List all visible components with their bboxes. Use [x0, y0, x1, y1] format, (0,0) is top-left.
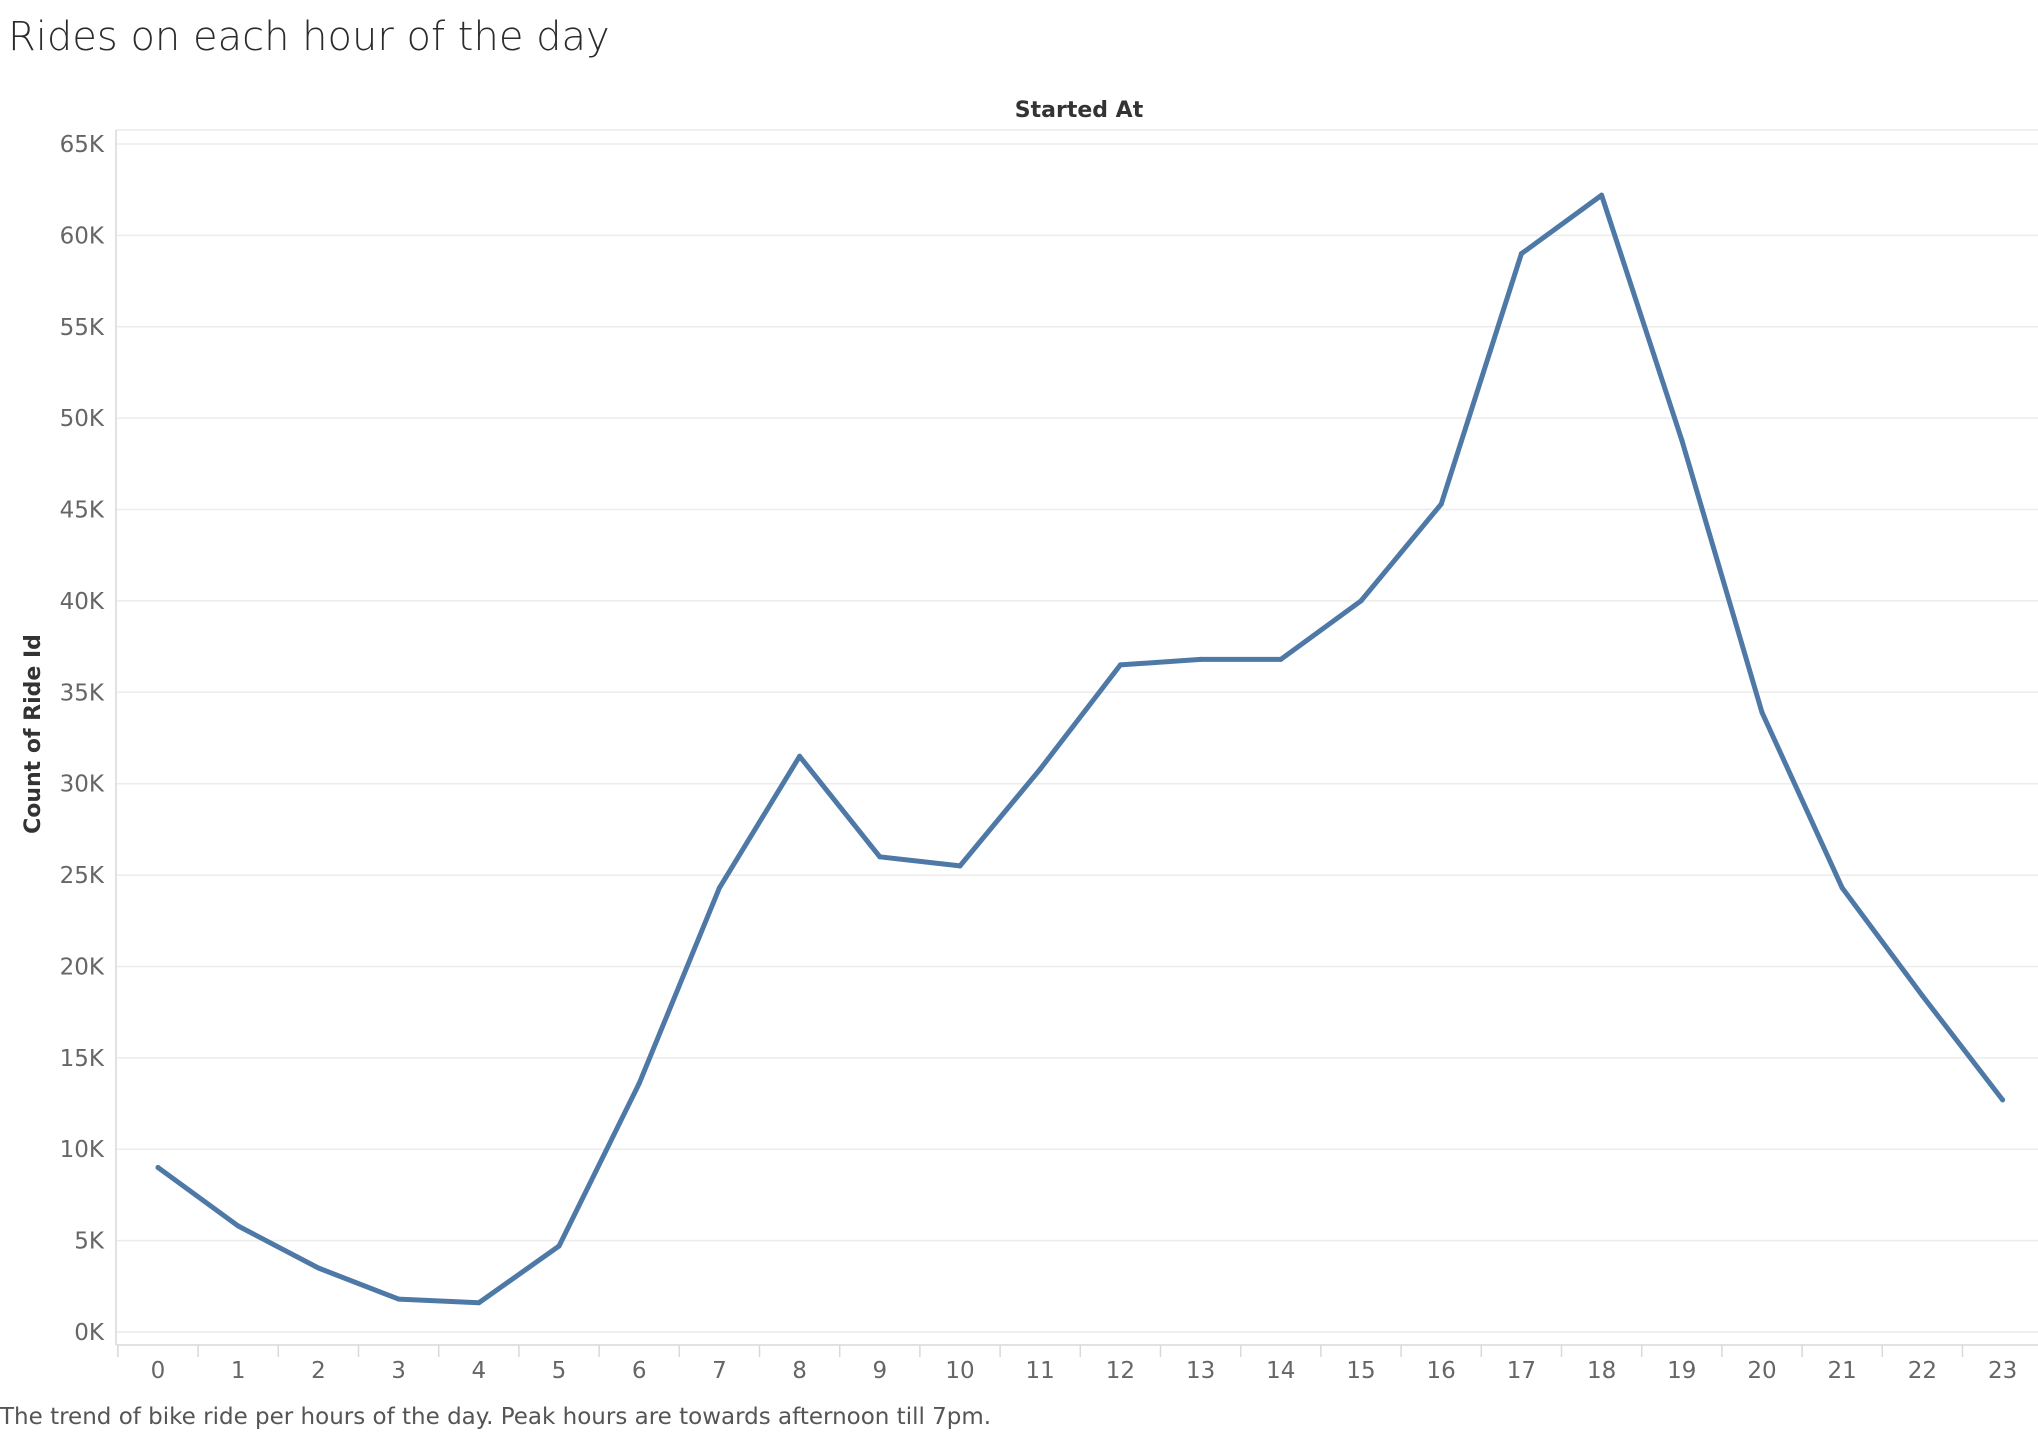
y-tick-label: 35K: [60, 680, 105, 706]
x-tick-label: 2: [311, 1358, 326, 1384]
data-point: [235, 1223, 241, 1229]
x-tick-label: 10: [945, 1358, 974, 1384]
x-tick-label: 21: [1828, 1358, 1857, 1384]
x-tick-label: 23: [1988, 1358, 2017, 1384]
data-point: [476, 1300, 482, 1306]
x-tick-label: 6: [632, 1358, 647, 1384]
data-point: [877, 854, 883, 860]
axes: [115, 129, 2038, 1357]
data-point: [797, 753, 803, 759]
x-tick-label: 18: [1587, 1358, 1616, 1384]
data-point: [1198, 656, 1204, 662]
x-tick-label: 5: [552, 1358, 567, 1384]
y-tick-label: 45K: [60, 498, 105, 524]
grid-lines: [116, 143, 2038, 1333]
data-point: [1839, 885, 1845, 891]
x-tick-label: 19: [1667, 1358, 1696, 1384]
x-tick-label: 3: [391, 1358, 406, 1384]
y-axis-title: Count of Ride Id: [21, 634, 46, 834]
chart-caption: The trend of bike ride per hours of the …: [0, 1404, 992, 1430]
data-point: [556, 1243, 562, 1249]
y-tick-label: 30K: [60, 772, 105, 798]
data-point: [636, 1080, 642, 1086]
data-point: [1759, 709, 1765, 715]
y-tick-label: 40K: [60, 589, 105, 615]
y-tick-label: 0K: [74, 1320, 105, 1346]
data-point: [1438, 501, 1444, 507]
x-tick-label: 14: [1266, 1358, 1295, 1384]
data-point: [2000, 1097, 2006, 1103]
y-tick-label: 55K: [60, 315, 105, 341]
x-tick-label: 16: [1427, 1358, 1456, 1384]
data-point: [155, 1165, 161, 1171]
y-tick-label: 25K: [60, 863, 105, 889]
x-tick-label: 1: [231, 1358, 246, 1384]
data-point: [396, 1296, 402, 1302]
chart-title: Rides on each hour of the day: [8, 14, 610, 60]
x-tick-label: 22: [1908, 1358, 1937, 1384]
y-tick-label: 60K: [60, 223, 105, 249]
x-tick-label: 13: [1186, 1358, 1215, 1384]
x-tick-label: 17: [1507, 1358, 1536, 1384]
x-tick-label: 20: [1747, 1358, 1776, 1384]
x-tick-label: 12: [1106, 1358, 1135, 1384]
x-axis-title: Started At: [1015, 98, 1144, 123]
x-tick-label: 8: [792, 1358, 807, 1384]
data-point: [1599, 192, 1605, 198]
data-point: [1679, 437, 1685, 443]
x-tick-label: 4: [471, 1358, 486, 1384]
data-point: [957, 863, 963, 869]
x-tick-label: 7: [712, 1358, 727, 1384]
series-line: [155, 192, 2006, 1306]
x-tick-label: 0: [151, 1358, 166, 1384]
data-point: [1117, 662, 1123, 668]
y-tick-label: 50K: [60, 406, 105, 432]
x-tick-label: 9: [872, 1358, 887, 1384]
y-tick-label: 5K: [74, 1229, 105, 1255]
y-tick-label: 15K: [60, 1046, 105, 1072]
data-point: [716, 885, 722, 891]
y-tick-labels: 0K 5K 10K 15K 20K 25K 30K 35K 40K 45K 50K 55K 60K 65K: [60, 132, 105, 1346]
data-point: [315, 1265, 321, 1271]
data-point: [1518, 251, 1524, 257]
y-tick-label: 65K: [60, 132, 105, 158]
data-point: [1037, 766, 1043, 772]
data-point: [1358, 598, 1364, 604]
x-tick-label: 15: [1346, 1358, 1375, 1384]
x-tick-labels: 0 1 2 3 4 5 6 7 8 9 10 11 12 13 14 15 16 17 18 19 20 21 22 23: [151, 1358, 2018, 1384]
y-tick-label: 20K: [60, 954, 105, 980]
y-tick-label: 10K: [60, 1137, 105, 1163]
x-tick-label: 11: [1026, 1358, 1055, 1384]
data-point: [1919, 993, 1925, 999]
data-point: [1278, 656, 1284, 662]
series-layer: [155, 192, 2006, 1306]
